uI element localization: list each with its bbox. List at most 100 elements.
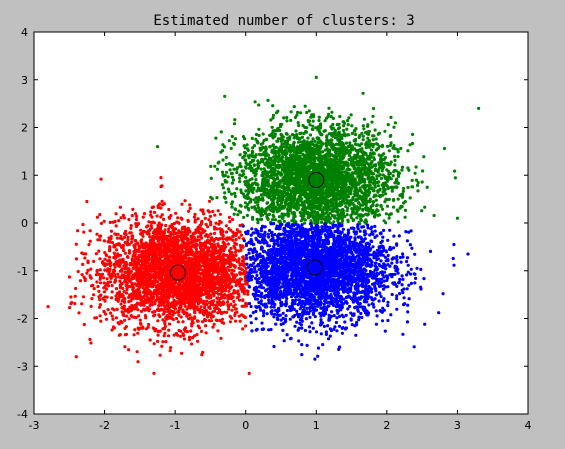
data-point [141, 252, 145, 256]
data-point [190, 280, 194, 285]
data-point [203, 305, 207, 310]
data-point [89, 341, 93, 345]
data-point [242, 215, 246, 219]
data-point [122, 304, 126, 308]
data-point [236, 260, 240, 264]
data-point [231, 277, 235, 281]
data-point [102, 309, 106, 313]
data-point [225, 253, 229, 257]
data-point [195, 250, 199, 254]
data-point [123, 318, 127, 322]
data-point [178, 334, 183, 338]
data-point [192, 334, 197, 338]
data-point [167, 322, 172, 326]
data-point [108, 249, 112, 253]
data-point [139, 228, 143, 232]
data-point [131, 297, 135, 301]
data-point [188, 203, 192, 207]
data-point [109, 311, 113, 315]
data-point [169, 237, 173, 241]
data-point [76, 229, 80, 233]
data-point [233, 303, 237, 307]
data-point [186, 232, 190, 236]
data-point [161, 263, 165, 267]
data-point [97, 295, 101, 299]
data-point [110, 307, 115, 311]
data-point [168, 302, 172, 306]
data-point [124, 229, 128, 233]
data-point [133, 328, 137, 332]
data-point [285, 116, 289, 120]
data-point [97, 289, 101, 293]
data-point [192, 215, 197, 219]
data-point [156, 339, 160, 343]
data-point [245, 143, 249, 147]
data-point [233, 265, 237, 269]
data-point [271, 104, 275, 108]
data-point [171, 293, 175, 298]
data-point [167, 328, 171, 332]
data-point [88, 274, 92, 278]
data-point [219, 232, 223, 236]
data-point [150, 300, 154, 304]
data-point [82, 275, 86, 279]
data-point [147, 322, 151, 327]
data-point [155, 295, 160, 299]
data-point [134, 305, 138, 309]
data-point [226, 297, 231, 301]
data-point [212, 225, 217, 229]
data-point [238, 279, 242, 283]
data-point [226, 261, 230, 265]
data-point [89, 267, 93, 271]
data-point [114, 224, 118, 228]
data-point [179, 315, 183, 319]
data-point [174, 331, 178, 336]
data-point [224, 200, 228, 204]
data-point [357, 201, 361, 205]
data-point [231, 238, 235, 242]
data-point [242, 292, 246, 296]
data-point [251, 146, 255, 150]
data-point [396, 155, 400, 159]
data-point [147, 220, 151, 224]
data-point [160, 276, 164, 280]
data-point [227, 139, 231, 143]
data-point [317, 115, 321, 119]
data-point [108, 220, 112, 224]
data-point [216, 311, 220, 315]
data-point [149, 245, 153, 249]
data-point [126, 235, 130, 240]
data-point [238, 271, 242, 275]
data-point [193, 315, 197, 319]
data-point [181, 226, 185, 230]
data-point [146, 291, 150, 296]
data-point [184, 311, 189, 315]
data-point [227, 305, 231, 309]
data-point [181, 320, 185, 324]
data-point [193, 212, 197, 216]
data-point [141, 255, 145, 259]
data-point [226, 242, 230, 246]
data-point [143, 270, 147, 274]
data-point [136, 331, 140, 335]
data-point [186, 238, 190, 242]
data-point [207, 218, 211, 222]
data-point [215, 264, 220, 268]
data-point [139, 297, 143, 301]
data-point [124, 264, 128, 268]
data-point [240, 304, 244, 308]
data-point [179, 230, 183, 235]
data-point [108, 245, 112, 249]
data-point [120, 295, 124, 299]
data-point [76, 269, 80, 274]
data-point [144, 327, 148, 331]
data-point [221, 158, 225, 162]
data-point [371, 138, 375, 142]
data-point [164, 250, 168, 254]
data-point [181, 332, 185, 336]
data-point [77, 311, 81, 315]
data-point [150, 273, 154, 277]
data-point [121, 311, 125, 315]
data-point [89, 304, 93, 308]
data-point [205, 299, 209, 303]
